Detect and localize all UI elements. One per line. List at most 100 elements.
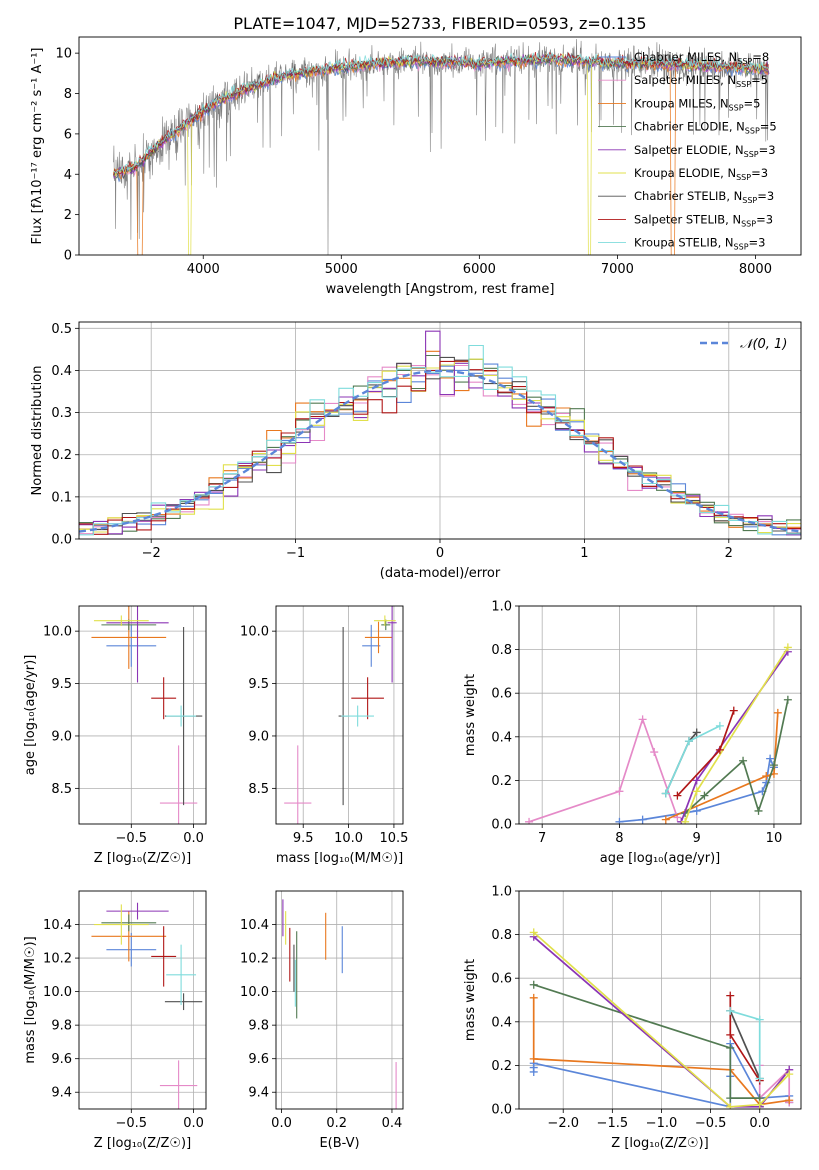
y-tick-label: 9.4 bbox=[51, 1086, 72, 1101]
age_vs_mass-axes: 9.5 10.0 10.5 8.5 9.0 9.5 10.0 mass [log₁₀(M/M☉… bbox=[240, 606, 408, 866]
y-axis-label: Flux [fλ10⁻¹⁷ erg cm⁻² s⁻¹ A⁻¹] bbox=[30, 48, 45, 245]
weight-marker bbox=[755, 1100, 764, 1109]
legend-label-normal: 𝒩(0, 1) bbox=[740, 337, 787, 352]
y-tick-label: 10.0 bbox=[240, 985, 269, 1000]
legend-label-sub: SSP bbox=[736, 80, 751, 89]
errorbar-point-kroupa_miles bbox=[364, 621, 393, 654]
figure-title: PLATE=1047, MJD=52733, FIBERID=0593, z=0… bbox=[233, 14, 646, 33]
weight-marker bbox=[661, 815, 670, 824]
errorbar-point-kroupa_elodie bbox=[93, 904, 149, 945]
y-tick-label: 8.5 bbox=[248, 782, 269, 797]
y-tick-label: 9.5 bbox=[51, 677, 72, 692]
age_vs_mass-plot bbox=[284, 606, 397, 824]
y-tick-label: 10.0 bbox=[240, 625, 269, 640]
y-tick-label: 0.3 bbox=[51, 406, 72, 421]
legend-label-main: Salpeter STELIB, N bbox=[634, 212, 741, 226]
legend-label-main: Salpeter ELODIE, N bbox=[634, 143, 744, 157]
legend-label-chabrier_miles: Chabrier MILES, NSSP=8 bbox=[634, 50, 769, 66]
errorbar-point-chabrier_elodie bbox=[381, 619, 391, 631]
y-tick-label: 8 bbox=[64, 87, 72, 102]
errorbar-point-kroupa_elodie bbox=[93, 615, 149, 626]
weight-line bbox=[729, 1010, 761, 1079]
weight-series-kroupa_stelib bbox=[661, 721, 724, 798]
y-tick-label: 0.2 bbox=[491, 774, 512, 789]
mass_vs_ebv-plot bbox=[282, 899, 397, 1109]
y-tick-label: 9.6 bbox=[248, 1052, 269, 1067]
weight-series-chabrier_elodie bbox=[681, 695, 792, 818]
mass_vs_Z-plot bbox=[91, 902, 203, 1109]
x-tick-label: 2 bbox=[725, 546, 733, 561]
x-tick-label: −0.5 bbox=[116, 831, 148, 846]
legend-label-sub: SSP bbox=[736, 173, 751, 182]
y-axis-label: mass weight bbox=[463, 674, 478, 756]
y-tick-label: 0.0 bbox=[491, 818, 512, 833]
weight-marker bbox=[692, 787, 701, 796]
x-axis-label: (data-model)/error bbox=[380, 566, 501, 581]
y-tick-label: 1.0 bbox=[491, 885, 512, 900]
x-tick-label: 10.0 bbox=[334, 831, 363, 846]
errorbar-point-salpeter_elodie bbox=[106, 902, 169, 920]
x-tick-label: −1.5 bbox=[597, 1116, 629, 1131]
y-tick-label: 10 bbox=[55, 47, 72, 62]
residuals-axes: −2 −1 0 1 2 0.0 0.1 0.2 0.3 0.4 0.5 (data-model)/er… bbox=[30, 322, 801, 581]
y-tick-label: 9.6 bbox=[51, 1052, 72, 1067]
legend-label-kroupa_elodie: Kroupa ELODIE, NSSP=3 bbox=[634, 166, 768, 182]
axes-frame bbox=[518, 605, 802, 825]
weight-marker bbox=[661, 789, 670, 798]
x-axis-label: wavelength [Angstrom, rest frame] bbox=[326, 282, 555, 297]
legend-label-sub: SSP bbox=[742, 196, 757, 205]
y-tick-label: 0.5 bbox=[51, 322, 72, 337]
weight-marker bbox=[783, 643, 792, 652]
legend-label-tail: =3 bbox=[757, 189, 774, 203]
legend-label-tail: =3 bbox=[756, 212, 773, 226]
weight-marker bbox=[785, 1070, 794, 1079]
x-tick-label: −0.5 bbox=[695, 1116, 727, 1131]
weight-series-kroupa_stelib bbox=[726, 1006, 764, 1083]
errorbar-point-salpeter_miles bbox=[159, 745, 198, 824]
x-tick-label: 10 bbox=[766, 831, 783, 846]
age_vs_Z-axes: −0.5 0.0 8.5 9.0 9.5 10.0 Z [log₁₀(Z/Z☉)] age [… bbox=[23, 606, 206, 866]
y-tick-label: 10.2 bbox=[43, 952, 72, 967]
y-tick-label: 0.8 bbox=[491, 928, 512, 943]
errorbar-point-chabrier_stelib bbox=[164, 993, 203, 1011]
weight-marker bbox=[715, 745, 724, 754]
x-tick-label: 0.0 bbox=[271, 1116, 292, 1131]
weight-series-kroupa_elodie bbox=[681, 643, 792, 824]
x-tick-label: −2 bbox=[142, 546, 161, 561]
legend-label-tail: =5 bbox=[744, 96, 761, 110]
y-tick-label: 0.6 bbox=[491, 687, 512, 702]
mass_vs_Z-axes: −0.5 0.0 9.4 9.6 9.8 10.0 10.2 10.4 Z [log₁₀(Z/Z… bbox=[23, 891, 206, 1151]
weight-marker bbox=[783, 695, 792, 704]
legend-label-sub: SSP bbox=[737, 57, 752, 66]
spectrum-axes: 4000 5000 6000 7000 8000 0 2 4 6 8 10 wavelength [A… bbox=[30, 47, 772, 297]
x-tick-label: −1 bbox=[286, 546, 305, 561]
model-line-chabrier_stelib bbox=[113, 52, 769, 180]
y-tick-label: 1.0 bbox=[491, 600, 512, 615]
weight-marker bbox=[726, 991, 735, 1000]
weight-marker bbox=[726, 1094, 735, 1103]
spectrum-plot bbox=[113, 38, 770, 255]
weight-marker bbox=[681, 817, 690, 824]
legend-label-tail: =5 bbox=[760, 120, 777, 134]
legend-label-sub: SSP bbox=[734, 243, 749, 252]
axes-frame bbox=[275, 605, 404, 825]
x-tick-label: 0.0 bbox=[183, 831, 204, 846]
axes-frame bbox=[78, 605, 207, 825]
axes-frame bbox=[78, 36, 802, 256]
weight-marker bbox=[769, 761, 778, 770]
weight-marker bbox=[754, 806, 763, 815]
weight-marker bbox=[529, 1054, 538, 1063]
residuals-plot bbox=[79, 330, 801, 536]
y-axis-label: age [log₁₀(age/yr)] bbox=[23, 655, 38, 776]
errorbar-point-salpeter_miles bbox=[284, 745, 312, 824]
x-tick-label: 9 bbox=[693, 831, 701, 846]
y-axis-label: mass [log₁₀(M/M☉)] bbox=[23, 936, 38, 1063]
y-tick-label: 2 bbox=[64, 208, 72, 223]
y-tick-label: 0.8 bbox=[491, 643, 512, 658]
x-tick-label: 0.0 bbox=[749, 1116, 770, 1131]
weight_vs_age-axes: 7 8 9 10 0.0 0.2 0.4 0.6 0.8 1.0 age [log₁₀(age/yr… bbox=[463, 600, 801, 866]
x-axis-label: Z [log₁₀(Z/Z☉)] bbox=[94, 1136, 191, 1151]
x-tick-label: 0.2 bbox=[326, 1116, 347, 1131]
legend-label-tail: =3 bbox=[759, 143, 776, 157]
